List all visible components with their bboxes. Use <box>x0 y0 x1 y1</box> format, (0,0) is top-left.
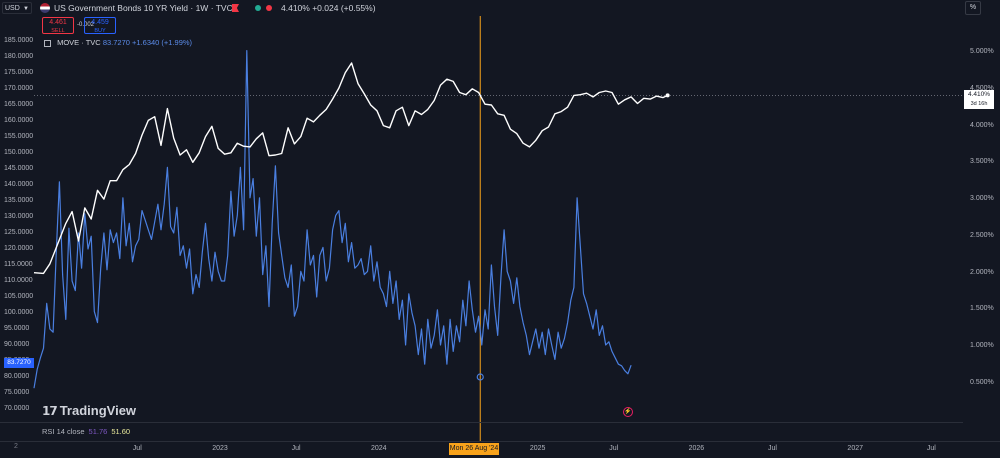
time-axis-tick: 2023 <box>212 445 228 452</box>
rsi-value-2: 51.60 <box>111 427 131 436</box>
left-axis-tick: 170.0000 <box>4 85 34 92</box>
flag-marker-icon[interactable] <box>232 4 239 12</box>
left-axis-tick: 180.0000 <box>4 53 34 60</box>
rsi-value-1: 51.76 <box>88 427 108 436</box>
time-axis-tick: 2025 <box>529 445 546 452</box>
left-axis-tick: 135.0000 <box>4 197 34 204</box>
currency-select[interactable]: USD ▼ <box>2 2 32 14</box>
right-axis-tick: 2.000% <box>970 268 994 276</box>
spread-value: -0.002 <box>77 22 95 28</box>
legend-symbol: MOVE · TVC <box>57 38 101 47</box>
left-axis-tick: 95.0000 <box>4 325 30 332</box>
time-axis-tick: Jul <box>132 445 142 452</box>
left-axis-tick: 100.0000 <box>4 309 34 316</box>
price-change: +0.024 (+0.55%) <box>312 3 376 13</box>
overlay-legend[interactable]: MOVE · TVC 83.7270 +1.6340 (+1.99%) <box>44 38 192 47</box>
us-flag-icon <box>40 3 50 13</box>
currency-label: USD <box>5 5 20 12</box>
tradingview-logo[interactable]: 𝟭𝟳 TradingView <box>42 403 136 418</box>
right-axis-tick: 1.500% <box>970 305 994 313</box>
rsi-legend[interactable]: RSI 14 close 51.76 51.60 <box>42 427 130 436</box>
right-axis-tick: 1.000% <box>970 342 994 350</box>
left-axis-tick: 150.0000 <box>4 149 34 156</box>
left-axis-tick: 105.0000 <box>4 293 34 300</box>
time-axis-tick: Jul <box>768 445 777 452</box>
time-axis-tick: 2024 <box>371 445 387 452</box>
right-axis-tick: 3.000% <box>970 195 994 203</box>
time-axis[interactable]: Jul2023Jul2024Jul2025Jul2026Jul2027Jul <box>0 441 1000 458</box>
right-axis-tick: 0.500% <box>970 379 994 386</box>
time-axis-tick: Jul <box>926 445 936 452</box>
left-axis-tick: 165.0000 <box>4 101 34 108</box>
sell-price: 4.461 <box>49 19 67 26</box>
logo-text: TradingView <box>59 403 137 418</box>
left-axis-tick: 80.0000 <box>4 373 30 380</box>
left-axis-tick: 75.0000 <box>4 389 30 396</box>
left-axis-tick: 90.0000 <box>4 341 30 348</box>
buy-label: BUY <box>94 28 106 34</box>
right-axis-tick: 4.000% <box>970 121 994 129</box>
time-axis-tick: Jul <box>291 445 301 452</box>
rsi-pane[interactable] <box>0 422 963 442</box>
scroll-left-icon[interactable]: 2 <box>14 443 18 450</box>
move-price-tag: 83.7270 <box>4 358 34 368</box>
sell-button[interactable]: 4.461 SELL <box>42 17 74 34</box>
percent-scale-button[interactable]: % <box>965 1 981 15</box>
yield-price-tag: 4.410% 3d 16h <box>964 90 994 109</box>
sell-label: SELL <box>51 28 65 34</box>
left-axis-tick: 110.0000 <box>4 277 33 284</box>
symbol-title[interactable]: US Government Bonds 10 YR Yield · 1W · T… <box>54 3 233 13</box>
yield-last-point <box>665 93 670 98</box>
left-axis-tick: 160.0000 <box>4 117 34 124</box>
move-series-line[interactable] <box>33 49 632 389</box>
rsi-label: RSI 14 close <box>42 427 85 436</box>
top-toolbar: USD ▼ US Government Bonds 10 YR Yield · … <box>0 0 1000 16</box>
chevron-down-icon: ▼ <box>23 6 29 12</box>
left-axis-tick: 155.0000 <box>4 133 34 140</box>
left-axis-tick: 70.0000 <box>4 405 30 412</box>
left-axis-tick: 125.0000 <box>4 229 34 236</box>
left-axis-tick: 130.0000 <box>4 213 34 220</box>
buy-price: 4.459 <box>91 19 109 26</box>
right-axis-tick: 3.500% <box>970 158 994 166</box>
crosshair-date-label: Mon 26 Aug '24 <box>449 443 499 455</box>
left-axis-tick: 175.0000 <box>4 69 34 76</box>
price-readout: 4.410% +0.024 (+0.55%) <box>281 3 376 13</box>
buy-button[interactable]: 4.459 BUY <box>84 17 116 34</box>
market-open-dot-icon <box>255 5 261 11</box>
right-axis-tick: 4.500% <box>970 84 994 92</box>
right-axis-tick: 5.000% <box>970 48 994 55</box>
crosshair-marker <box>476 373 484 381</box>
visibility-checkbox-icon[interactable] <box>44 39 51 47</box>
left-axis-tick: 140.0000 <box>4 181 34 188</box>
legend-values: 83.7270 +1.6340 (+1.99%) <box>102 38 193 47</box>
yield-series-line[interactable] <box>33 62 668 275</box>
right-axis-tick: 2.500% <box>970 231 994 239</box>
time-axis-tick: 2026 <box>688 445 705 452</box>
time-axis-tick: Jul <box>609 445 619 452</box>
time-axis-tick: 2027 <box>847 445 863 452</box>
left-axis-tick: 120.0000 <box>4 245 34 252</box>
bar-countdown: 3d 16h <box>970 100 988 107</box>
tradingview-logo-icon: 𝟭𝟳 <box>42 404 58 418</box>
left-axis-tick: 185.0000 <box>4 37 34 44</box>
alert-dot-icon <box>266 5 272 11</box>
left-axis-tick: 115.0000 <box>4 261 33 268</box>
yield-price-tag-value: 4.410% <box>967 91 991 98</box>
left-axis-tick: 145.0000 <box>4 165 34 172</box>
lightning-event-icon[interactable]: ⚡ <box>623 407 633 417</box>
last-price: 4.410% <box>281 3 310 13</box>
